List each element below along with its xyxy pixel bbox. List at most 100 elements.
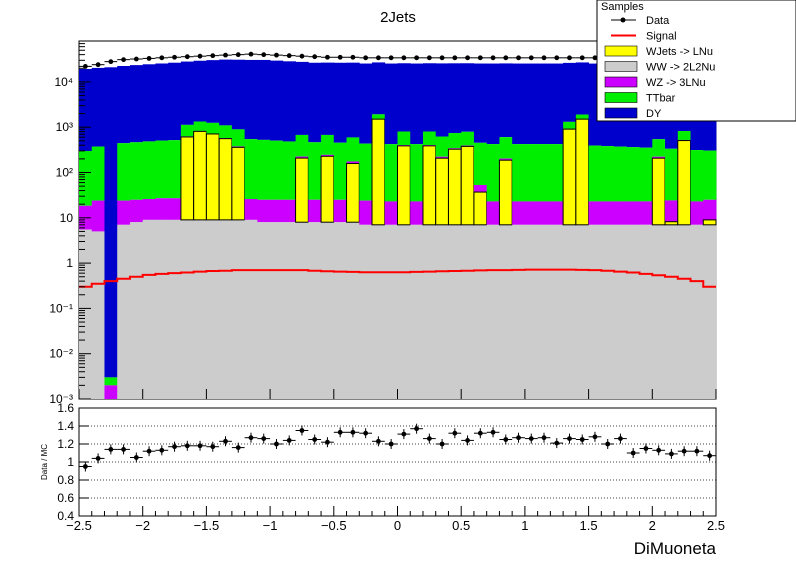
dy-bar bbox=[244, 59, 258, 140]
ratio-point bbox=[261, 436, 267, 441]
ratio-point bbox=[388, 441, 394, 447]
wz-bar bbox=[665, 200, 679, 222]
dy-bar bbox=[575, 62, 589, 115]
wz-bar bbox=[486, 201, 500, 225]
ratio-point bbox=[490, 429, 496, 435]
wz-bar bbox=[168, 198, 182, 220]
ratio-point bbox=[184, 443, 190, 449]
legend-label: WJets -> LNu bbox=[646, 46, 713, 58]
ratio-point bbox=[248, 435, 254, 441]
ratio-point bbox=[133, 455, 139, 460]
wz-bar bbox=[703, 199, 717, 220]
x-tick-label: 2.5 bbox=[707, 518, 725, 533]
data-point bbox=[567, 55, 572, 61]
ttbar-bar bbox=[473, 142, 488, 185]
dy-bar bbox=[333, 62, 347, 143]
data-point bbox=[426, 55, 432, 61]
ttbar-bar bbox=[321, 134, 335, 155]
ttbar-bar bbox=[117, 143, 131, 201]
main-plot-area: 10⁻³ 10⁻² 10⁻¹ 1 10 10² 10³ 10⁴ bbox=[49, 40, 717, 406]
data-point bbox=[528, 55, 534, 61]
legend-entries: Data Signal WJets -> LNu WW -> 2L2Nu WZ -> 3… bbox=[604, 15, 715, 120]
ww-bar bbox=[486, 224, 500, 399]
dy-bar bbox=[206, 60, 220, 123]
dy-bar bbox=[142, 64, 156, 142]
wz-bar bbox=[550, 201, 564, 225]
legend-swatch bbox=[604, 107, 638, 119]
wjets-bar bbox=[677, 140, 691, 225]
dy-bar bbox=[129, 65, 144, 143]
wz-bar bbox=[601, 201, 615, 225]
data-point bbox=[375, 55, 381, 61]
ttbar-bar bbox=[397, 131, 411, 146]
ttbar-bar bbox=[601, 146, 615, 202]
data-point bbox=[350, 54, 356, 60]
ww-bar bbox=[129, 222, 144, 399]
ttbar-bar bbox=[499, 137, 513, 159]
data-point bbox=[312, 54, 318, 60]
data-point bbox=[184, 54, 190, 60]
ttbar-bar bbox=[91, 146, 105, 201]
y-tick-label: 10⁻¹ bbox=[49, 301, 73, 315]
legend: Samples Data Signal WJets -> LNu WW -> 2L2N… bbox=[596, 0, 796, 122]
data-point bbox=[261, 52, 267, 58]
wz-bar bbox=[359, 200, 373, 225]
ratio-point bbox=[605, 441, 611, 447]
ratio-y-tick-label: 1.2 bbox=[57, 437, 74, 451]
dy-bar bbox=[410, 63, 424, 145]
dy-bar bbox=[231, 59, 246, 130]
data-point bbox=[401, 55, 407, 61]
dy-bar bbox=[435, 63, 449, 137]
wz-bar bbox=[333, 199, 347, 223]
y-tick-label: 1 bbox=[66, 256, 73, 270]
ww-bar bbox=[155, 219, 169, 399]
wjets-bar bbox=[435, 158, 449, 225]
dy-bar bbox=[295, 61, 309, 135]
data-point bbox=[146, 56, 152, 61]
ttbar-bar bbox=[372, 114, 386, 119]
ratio-point bbox=[350, 429, 356, 435]
wjets-bar bbox=[499, 160, 513, 225]
ratio-point bbox=[82, 464, 88, 469]
dy-bar bbox=[282, 61, 296, 142]
data-point bbox=[554, 55, 560, 61]
ttbar-bar bbox=[79, 150, 93, 206]
ttbar-bar bbox=[282, 141, 296, 200]
ww-bar bbox=[321, 222, 335, 399]
dy-bar bbox=[359, 63, 373, 144]
wjets-bar bbox=[346, 163, 360, 223]
data-point bbox=[299, 53, 305, 59]
signal-step bbox=[79, 268, 716, 288]
ttbar-bar bbox=[575, 114, 589, 119]
wz-bar bbox=[104, 385, 118, 399]
wjets-bar bbox=[397, 145, 411, 225]
legend-swatch bbox=[604, 45, 638, 57]
ttbar-bar bbox=[665, 148, 679, 201]
ttbar-bar bbox=[270, 140, 284, 200]
wjets-bar bbox=[652, 158, 666, 225]
ratio-point bbox=[337, 429, 343, 435]
data-point bbox=[235, 52, 241, 58]
ratio-y-tick-label: 1 bbox=[67, 455, 74, 469]
dy-bar bbox=[117, 66, 131, 144]
ttbar-bar bbox=[384, 144, 398, 202]
chart-title: 2Jets bbox=[380, 9, 416, 26]
ratio-point bbox=[554, 440, 560, 446]
wz-bar bbox=[142, 199, 156, 220]
dy-bar bbox=[270, 60, 284, 141]
x-tick-label: 1.5 bbox=[580, 518, 598, 533]
ratio-point bbox=[618, 436, 623, 441]
data-point bbox=[388, 55, 394, 61]
ww-bar bbox=[180, 219, 195, 399]
ratio-point bbox=[592, 434, 598, 440]
data-point bbox=[541, 55, 547, 61]
ttbar-bar bbox=[206, 122, 220, 134]
data-point bbox=[465, 55, 470, 61]
wjets-bar bbox=[665, 221, 679, 225]
x-tick-label: 2 bbox=[649, 518, 656, 533]
ratio-y-tick-label: 0.8 bbox=[57, 473, 74, 487]
ttbar-bar bbox=[295, 134, 309, 157]
ratio-point bbox=[197, 443, 203, 449]
ttbar-bar bbox=[639, 147, 653, 202]
ttbar-bar bbox=[244, 139, 258, 199]
